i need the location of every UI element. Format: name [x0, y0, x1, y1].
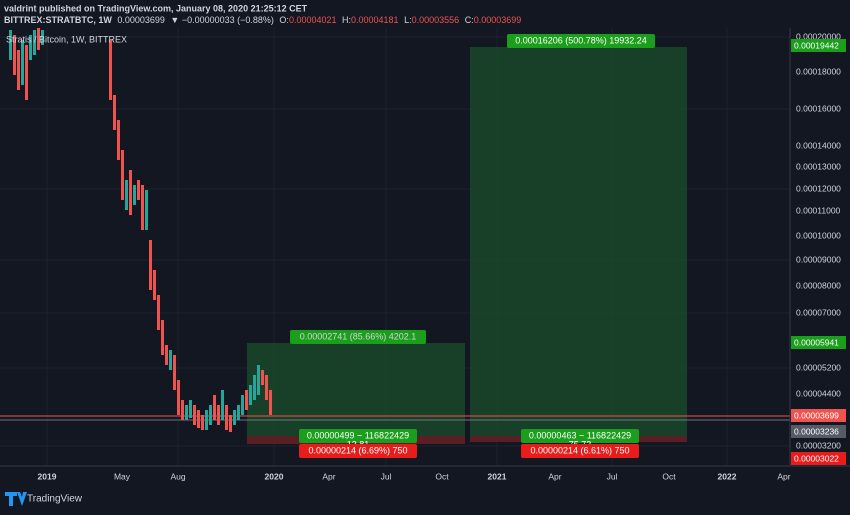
change: ▼ −0.00000033 (−0.88%) — [170, 15, 273, 25]
stop-marker: 0.00003022 — [794, 453, 839, 463]
profit-zone — [247, 343, 465, 436]
time-label: 2019 — [38, 471, 57, 481]
low-label: L: — [404, 15, 412, 25]
target-label: 0.00002741 (85.66%) 4202.1 — [300, 331, 417, 341]
author-line: valdrint published on TradingView.com, J… — [4, 3, 308, 13]
target-label: 0.00016206 (500.78%) 19932.24 — [515, 35, 647, 45]
price-label: 0.00013000 — [796, 161, 841, 171]
marker-box — [791, 425, 846, 438]
marker-box — [791, 452, 846, 465]
stop-label: 0.00000214 (6.69%) 750 — [308, 445, 407, 455]
last: 0.00003699 — [117, 15, 165, 25]
close-label: C: — [465, 15, 474, 25]
time-label: 2020 — [265, 471, 284, 481]
price-label: 0.00007000 — [796, 307, 841, 317]
low: 0.00003556 — [412, 15, 460, 25]
logo — [5, 492, 27, 506]
time-label: 2022 — [718, 471, 737, 481]
legend: Stratis / Bitcoin, 1W, BITTREX — [6, 34, 127, 44]
price-label: 0.00005200 — [796, 362, 841, 372]
time-label: Apr — [548, 471, 561, 481]
price-label: 0.00011000 — [796, 205, 841, 215]
price-label: 0.00018000 — [796, 66, 841, 76]
price-label: 0.00004400 — [796, 388, 841, 398]
target-marker: 0.00005941 — [794, 337, 839, 347]
open-label: O: — [279, 15, 289, 25]
stop-label: 0.00000214 (6.61%) 750 — [530, 445, 629, 455]
price-label: 0.00003200 — [796, 440, 841, 450]
label-box — [521, 444, 639, 458]
label-box — [521, 429, 639, 443]
time-label: Oct — [435, 471, 449, 481]
target-marker: 0.00019442 — [794, 40, 839, 50]
time-axis: 2019 May Aug 2020 Apr Jul Oct 2021 Apr J… — [38, 471, 791, 481]
label-box — [299, 444, 417, 458]
footer-brand: TradingView — [27, 494, 83, 505]
high: 0.00004181 — [351, 15, 399, 25]
marker-box — [791, 336, 846, 349]
profit-zone — [470, 47, 687, 436]
entry-marker: 0.00003236 — [794, 426, 839, 436]
time-label: Jul — [607, 471, 618, 481]
price-label: 0.00020000 — [796, 31, 841, 41]
time-label: Apr — [322, 471, 335, 481]
last-marker: 0.00003699 — [794, 410, 839, 420]
price-label: 0.00008000 — [796, 280, 841, 290]
candles — [9, 28, 272, 432]
time-label: Aug — [170, 471, 185, 481]
label-box — [290, 330, 426, 344]
symbol: BITTREX:STRATBTC, 1W — [4, 15, 112, 25]
entry-label: 0.00000463 ~ 116822429 — [529, 430, 631, 440]
marker-box — [791, 409, 846, 422]
price-label: 0.00010000 — [796, 230, 841, 240]
time-label: May — [114, 471, 131, 481]
entry-label: 0.00000499 ~ 116822429 — [307, 430, 409, 440]
label-box — [507, 34, 655, 48]
high-label: H: — [342, 15, 351, 25]
marker-box — [791, 39, 846, 52]
price-axis: 0.00020000 0.00018000 0.00016000 0.00014… — [796, 31, 841, 450]
price-label: 0.00012000 — [796, 183, 841, 193]
open: 0.00004021 — [289, 15, 337, 25]
price-label: 0.00009000 — [796, 254, 841, 264]
price-label: 0.00016000 — [796, 103, 841, 113]
quote-line: BITTREX:STRATBTC, 1W 0.00003699 ▼ −0.000… — [4, 15, 521, 25]
label-box — [299, 429, 417, 443]
time-label: Oct — [662, 471, 676, 481]
time-label: Jul — [381, 471, 392, 481]
time-label: 2021 — [488, 471, 507, 481]
price-label: 0.00014000 — [796, 140, 841, 150]
close: 0.00003699 — [474, 15, 522, 25]
time-label: Apr — [777, 471, 790, 481]
